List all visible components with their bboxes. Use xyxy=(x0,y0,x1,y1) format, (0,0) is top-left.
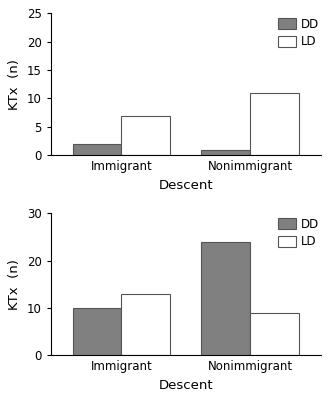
X-axis label: Descent: Descent xyxy=(159,379,213,392)
Y-axis label: KTx  (n): KTx (n) xyxy=(8,59,21,110)
Bar xyxy=(201,150,250,155)
Bar xyxy=(121,294,170,355)
Legend: DD, LD: DD, LD xyxy=(277,216,320,250)
Bar xyxy=(250,313,299,355)
Bar xyxy=(121,116,170,155)
X-axis label: Descent: Descent xyxy=(159,179,213,192)
Bar xyxy=(250,93,299,155)
Bar xyxy=(201,242,250,355)
Legend: DD, LD: DD, LD xyxy=(277,16,320,50)
Bar xyxy=(73,308,121,355)
Bar xyxy=(73,144,121,155)
Y-axis label: KTx  (n): KTx (n) xyxy=(8,259,21,310)
